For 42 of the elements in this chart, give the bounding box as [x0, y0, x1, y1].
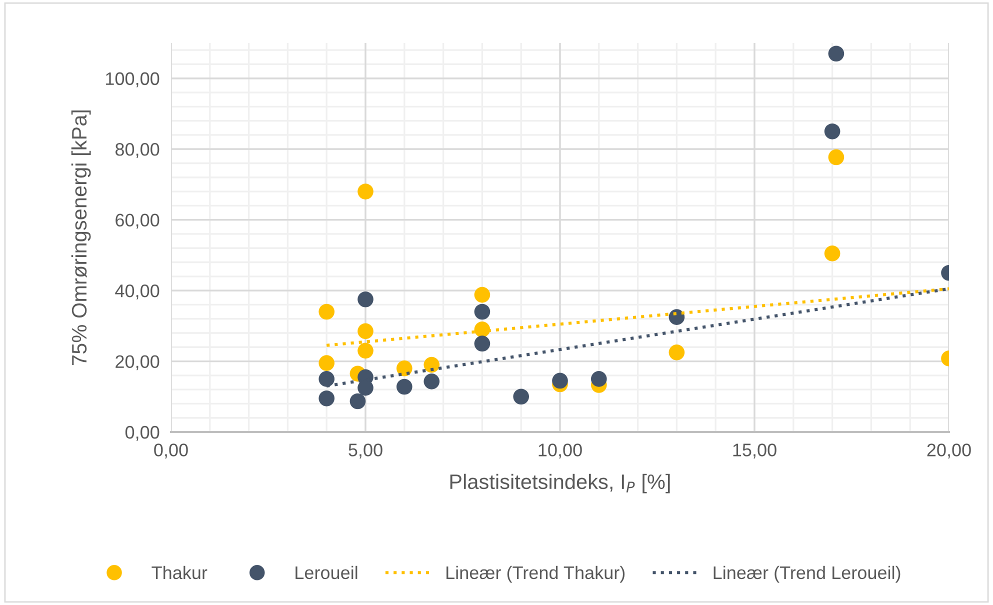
- point: [318, 304, 335, 320]
- y-tick-label: 100,00: [106, 72, 160, 88]
- y-tick-label: 20,00: [116, 355, 160, 370]
- x-tick-label: 20,00: [927, 444, 971, 459]
- point: [358, 291, 374, 308]
- point: [318, 355, 335, 371]
- point: [350, 393, 366, 410]
- point: [824, 245, 840, 262]
- point: [396, 360, 412, 376]
- point: [552, 372, 568, 389]
- x-tick-label: 5,00: [348, 444, 382, 459]
- legend-label: Lineær (Trend Leroueil): [714, 566, 900, 583]
- y-tick-label: 80,00: [115, 143, 160, 158]
- point: [668, 309, 685, 325]
- y-axis-title: 75% Omrøringsenergi [kPa]: [71, 110, 91, 365]
- legend-label: Lineær (Trend Thakur): [446, 566, 625, 583]
- point: [513, 388, 530, 405]
- point: [824, 123, 840, 140]
- point: [358, 184, 374, 200]
- x-axis-title: Plastisitetsindeks, I$_{P}$ [%]: [450, 474, 670, 494]
- legend-label: Leroueil: [296, 566, 358, 580]
- point: [396, 378, 412, 395]
- point: [424, 374, 440, 390]
- point: [590, 371, 607, 387]
- point: [358, 342, 374, 359]
- point: [318, 371, 335, 387]
- y-tick-label: 60,00: [116, 214, 160, 229]
- y-tick-label: 0,00: [125, 426, 160, 441]
- point: [474, 336, 490, 352]
- x-tick-label: 0,00: [154, 444, 188, 459]
- point: [668, 344, 685, 360]
- point: [828, 149, 844, 166]
- point: [474, 286, 490, 303]
- point: [474, 304, 490, 320]
- point: [424, 356, 440, 373]
- x-tick-label: 15,00: [733, 444, 776, 459]
- point: [358, 323, 374, 340]
- point: [828, 46, 844, 62]
- x-tick-label: 10,00: [538, 444, 582, 459]
- point: [318, 390, 335, 406]
- legend-label: Thakur: [152, 566, 208, 580]
- y-tick-label: 40,00: [115, 284, 160, 300]
